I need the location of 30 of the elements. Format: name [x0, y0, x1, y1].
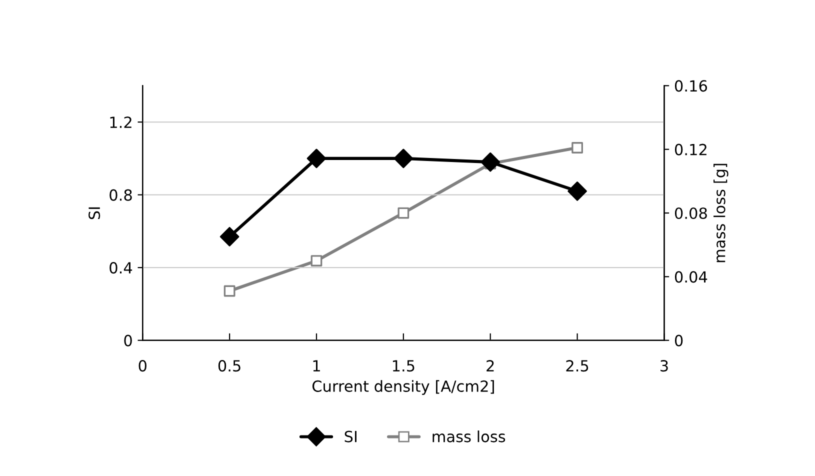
- y2-axis-title: mass loss [g]: [714, 164, 728, 262]
- x-tick-label: 0: [138, 360, 146, 372]
- y-tick-label: 0.8: [110, 189, 132, 201]
- point: [310, 255, 322, 266]
- y2-tick-label: 0.12: [674, 144, 706, 156]
- point: [220, 226, 240, 246]
- x-tick-label: 2.5: [566, 360, 588, 372]
- y-tick-label: 0.4: [110, 262, 132, 274]
- x-tick-label: 0.5: [218, 360, 240, 372]
- point: [480, 152, 500, 172]
- y2-tick-label: 0.04: [674, 271, 708, 283]
- legend-label: SI: [344, 430, 356, 442]
- point: [572, 142, 583, 154]
- y2-tick-label: 0.16: [674, 80, 707, 92]
- y-tick-label: 0: [124, 334, 132, 346]
- point: [398, 207, 410, 219]
- legend-label: mass loss: [432, 430, 506, 442]
- y-axis-title: SI: [88, 207, 100, 220]
- y2-tick-label: 0: [674, 334, 683, 346]
- point: [224, 285, 236, 297]
- point: [568, 182, 587, 201]
- y2-tick-label: 0.08: [674, 207, 707, 220]
- x-tick-label: 1.5: [392, 360, 414, 372]
- point: [394, 148, 414, 168]
- y-tick-label: 1.2: [110, 116, 132, 128]
- x-tick-label: 1: [313, 360, 320, 372]
- x-axis-title: Current density [A/cm2]: [312, 380, 494, 395]
- point: [306, 148, 326, 168]
- x-tick-label: 3: [660, 360, 668, 372]
- x-tick-label: 2: [486, 360, 494, 372]
